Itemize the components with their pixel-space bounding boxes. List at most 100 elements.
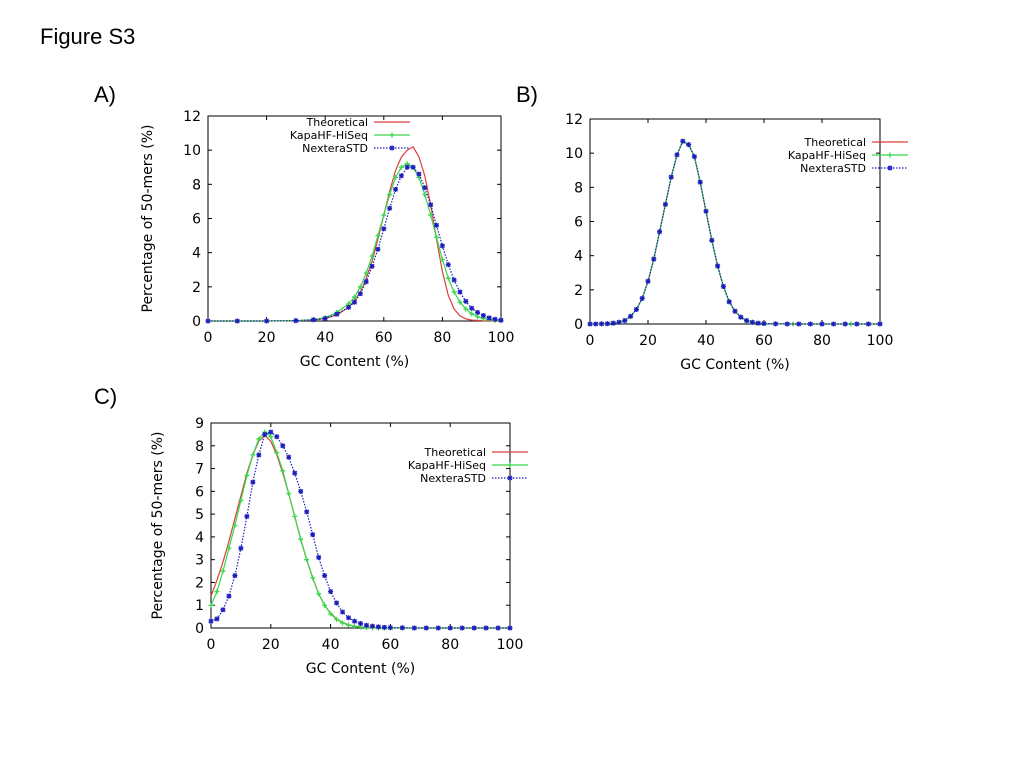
data-point [662, 201, 668, 207]
data-point [761, 320, 767, 326]
x-tick-label: 100 [488, 330, 515, 346]
data-point [369, 623, 375, 629]
y-tick-label: 9 [195, 416, 204, 432]
x-tick-label: 80 [441, 637, 459, 653]
y-tick-label: 10 [565, 146, 583, 162]
data-point [357, 291, 363, 297]
y-tick-label: 6 [195, 484, 204, 500]
figure-title: Figure S3 [40, 24, 136, 49]
y-axis-label: Percentage of 50-mers (%) [140, 125, 156, 313]
data-point [310, 575, 316, 581]
data-point [316, 591, 322, 597]
y-tick-label: 2 [574, 283, 583, 299]
data-point [639, 295, 645, 301]
data-point [610, 320, 616, 326]
data-point [310, 532, 316, 538]
data-point [471, 625, 477, 631]
data-point [475, 314, 481, 320]
data-point [292, 513, 298, 519]
data-point [357, 284, 363, 290]
data-point [310, 317, 316, 323]
data-point [286, 491, 292, 497]
data-point [686, 142, 692, 148]
data-point [346, 304, 352, 310]
data-point [244, 472, 250, 478]
data-point [668, 174, 674, 180]
data-point [773, 321, 779, 327]
x-tick-label: 0 [586, 333, 595, 349]
panel-label-b: B) [516, 82, 538, 107]
legend-marker [507, 462, 513, 468]
data-point [208, 602, 214, 608]
data-point [398, 164, 404, 170]
data-point [256, 452, 262, 458]
data-point [807, 321, 813, 327]
data-point [322, 573, 328, 579]
data-point [434, 234, 440, 240]
data-point [459, 625, 465, 631]
data-point [208, 618, 214, 624]
data-point [819, 321, 825, 327]
data-point [796, 321, 802, 327]
x-tick-label: 20 [258, 330, 276, 346]
x-tick-label: 0 [204, 330, 213, 346]
y-tick-label: 8 [192, 177, 201, 193]
data-point [434, 222, 440, 228]
x-tick-label: 100 [867, 333, 894, 349]
data-point [363, 270, 369, 276]
data-point [226, 593, 232, 599]
data-point [604, 321, 610, 327]
y-tick-label: 2 [192, 280, 201, 296]
data-point [507, 625, 513, 631]
chart-panel-a: 0 20 40 60 80 100 0 2 4 6 8 10 12 GC Content (%) Perce… [140, 109, 514, 370]
y-tick-label: 0 [195, 621, 204, 637]
y-axis-label: Percentage of 50-mers (%) [150, 432, 166, 620]
legend-marker [887, 165, 893, 171]
y-tick-label: 7 [195, 462, 204, 478]
x-tick-label: 40 [697, 333, 715, 349]
data-point [463, 298, 469, 304]
x-tick-label: 60 [381, 637, 399, 653]
data-point [469, 311, 475, 317]
data-point [340, 609, 346, 615]
x-tick-label: 20 [639, 333, 657, 349]
x-tick-label: 80 [433, 330, 451, 346]
x-axis-label: GC Content (%) [306, 661, 415, 677]
legend-label: KapaHF-HiSeq [408, 459, 486, 472]
legend-label: NexteraSTD [420, 472, 486, 485]
data-point [422, 192, 428, 198]
y-tick-label: 8 [195, 439, 204, 455]
data-point [304, 557, 310, 563]
data-point [234, 318, 240, 324]
data-point [398, 173, 404, 179]
x-tick-label: 80 [813, 333, 831, 349]
series-line [210, 431, 510, 629]
data-point [411, 625, 417, 631]
data-point [232, 523, 238, 528]
legend-label: KapaHF-HiSeq [290, 129, 368, 142]
data-point [784, 321, 790, 327]
data-point [422, 185, 428, 191]
panel-label-a: A) [94, 82, 116, 107]
chart-panel-c: 0 20 40 60 80 100 0 1 2 3 4 5 6 7 8 9 GC Content (%) Perc… [150, 416, 528, 677]
data-point [220, 607, 226, 613]
data-point [645, 278, 651, 284]
data-point [732, 308, 738, 314]
data-point [328, 589, 334, 595]
data-point [703, 208, 709, 214]
data-point [842, 321, 848, 327]
data-point [475, 309, 481, 315]
data-point [831, 321, 837, 327]
x-tick-label: 100 [497, 637, 524, 653]
data-point [232, 573, 238, 579]
data-point [214, 616, 220, 622]
data-point [238, 497, 244, 503]
data-point [387, 205, 393, 211]
y-tick-label: 0 [574, 317, 583, 333]
data-point [445, 275, 451, 281]
data-point [744, 318, 750, 324]
